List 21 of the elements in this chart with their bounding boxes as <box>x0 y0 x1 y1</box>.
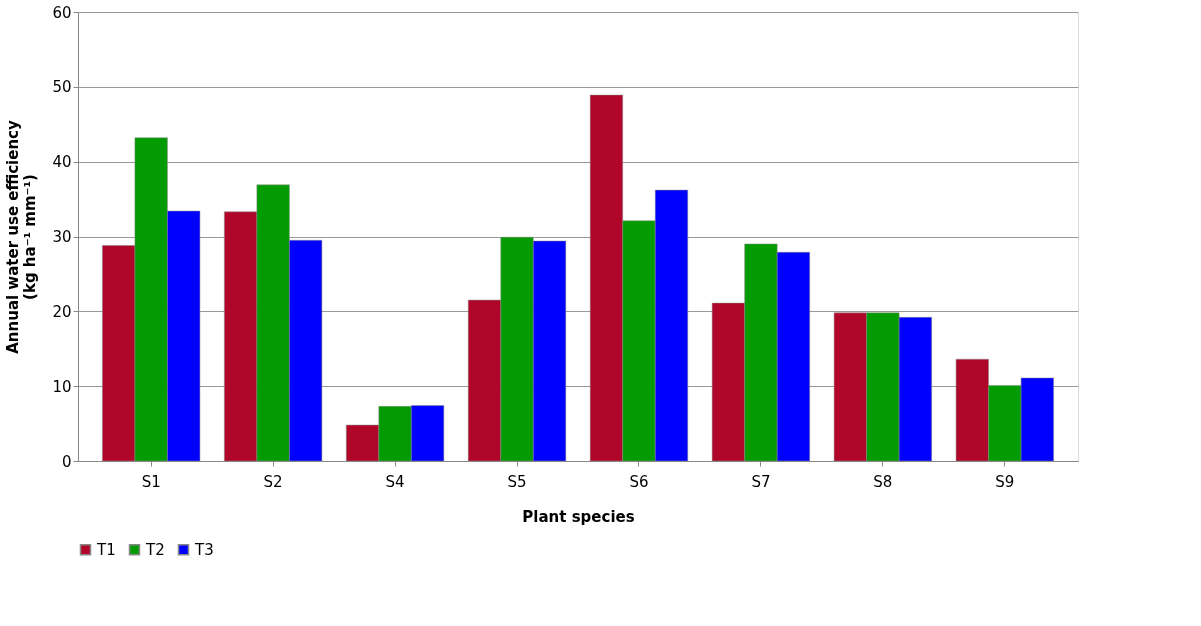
text: Annual water use efficiency <box>4 120 23 354</box>
y-tick-label: 30 <box>52 228 72 246</box>
legend-label: T1 <box>96 540 116 559</box>
y-tick-label: 50 <box>52 78 72 97</box>
x-tick-label: S8 <box>873 472 893 491</box>
x-tick-label: S7 <box>751 472 771 491</box>
y-tick-label: 40 <box>52 153 72 172</box>
x-tick-label: S5 <box>507 472 527 491</box>
text: (kg ha⁻¹ mm⁻¹) <box>21 174 40 300</box>
legend-label: T2 <box>145 540 165 559</box>
x-tick-label: S4 <box>385 472 405 491</box>
x-tick-label: S2 <box>263 472 283 491</box>
x-tick-label: S9 <box>995 472 1015 491</box>
y-tick-label: 20 <box>52 302 72 321</box>
x-axis-title: Plant species <box>522 507 635 526</box>
y-tick-label: 60 <box>52 3 72 22</box>
y-tick-label: 10 <box>52 377 72 396</box>
x-tick-label: S6 <box>629 472 649 491</box>
x-tick-label: S1 <box>141 472 161 491</box>
y-tick-label: 0 <box>61 452 72 471</box>
legend-label: T3 <box>194 540 214 559</box>
